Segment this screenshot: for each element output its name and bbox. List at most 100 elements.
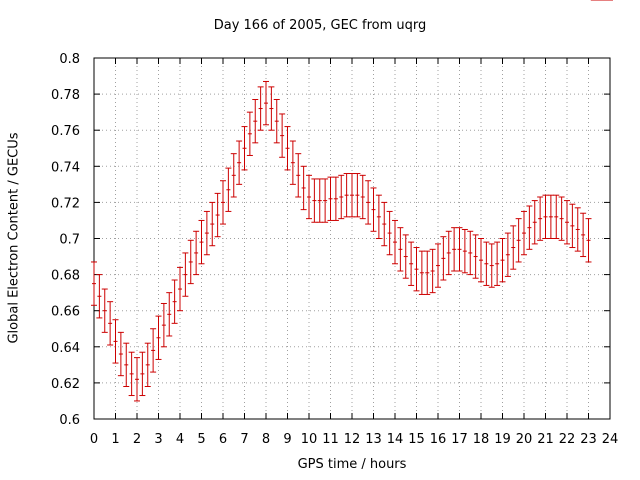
error-bar [171,279,178,324]
error-bar [316,178,323,223]
y-tick-label: 0.64 [51,341,80,356]
error-bar [263,80,269,126]
x-tick-label: 16 [430,432,447,447]
y-tick-label: 0.74 [51,160,80,175]
x-tick-label: 6 [219,432,227,447]
error-bar [112,319,119,364]
y-tick-label: 0.68 [51,269,80,284]
error-bar [295,153,302,198]
error-bar [257,86,264,131]
error-bar [144,342,151,388]
error-bar [91,261,97,306]
x-tick-label: 9 [283,432,291,447]
error-bar [349,173,355,218]
error-bar [456,227,463,272]
y-axis-label: Global Electron Content / GECUs [6,132,22,344]
error-bar [467,230,474,276]
error-bar [499,238,506,283]
y-tick-label: 0.76 [51,124,80,139]
error-bar [418,250,425,295]
x-tick-label: 19 [494,432,511,447]
error-bar [300,165,307,211]
error-bar [445,230,452,276]
x-tick-label: 3 [154,432,162,447]
error-bar [515,218,522,263]
error-bar [381,201,388,247]
error-bar [230,153,237,198]
error-bar [429,248,436,294]
error-bar [268,86,275,131]
error-bar [209,201,216,247]
error-bar [279,113,286,158]
x-tick-label: 8 [262,432,270,447]
error-bar [537,196,544,241]
y-tick-label: 0.66 [51,305,80,320]
x-tick-label: 20 [516,432,533,447]
x-tick-label: 4 [176,432,184,447]
error-bar [435,243,441,288]
error-bar [365,180,372,225]
error-bar [504,232,511,277]
error-bar [392,219,398,265]
error-bar [327,176,334,221]
x-tick-label: 24 [602,432,619,447]
error-bar [547,194,554,239]
x-tick-label: 2 [133,432,141,447]
error-bar [182,252,189,297]
error-bar [402,234,409,279]
error-bar [322,178,329,223]
error-bar [332,176,339,221]
y-tick-label: 0.72 [51,196,80,211]
error-bar [359,174,366,220]
error-bar [375,194,382,239]
error-bar [134,357,140,402]
error-bar [225,167,232,212]
x-tick-label: 18 [473,432,490,447]
error-bar [354,173,361,218]
x-tick-label: 0 [90,432,98,447]
x-tick-label: 13 [365,432,382,447]
y-tick-label: 0.62 [51,377,80,392]
x-axis-label: GPS time / hours [297,457,407,472]
error-bar [494,241,501,286]
error-bar [440,236,447,281]
error-bar [155,315,162,360]
error-bar [386,210,393,256]
data-series [91,0,613,402]
error-bar [252,99,259,144]
x-tick-label: 15 [408,432,425,447]
x-tick-label: 11 [322,432,339,447]
error-bar [488,243,495,288]
error-bar [526,205,533,250]
error-bar [569,203,576,249]
error-bar [289,140,296,185]
error-bar [160,302,167,348]
error-bar [338,174,345,220]
error-bar [139,351,146,397]
x-tick-label: 14 [387,432,404,447]
error-bar [510,225,517,270]
x-tick-label: 10 [301,432,318,447]
x-tick-label: 1 [111,432,119,447]
error-bar [531,200,538,245]
error-bar [424,250,431,295]
chart-title: Day 166 of 2005, GEC from uqrg [213,18,427,33]
error-bar [107,301,114,346]
x-tick-label: 21 [537,432,554,447]
error-bar [150,328,157,373]
error-bar [236,140,243,185]
error-bar [397,227,404,272]
error-bar [166,292,173,337]
error-bar [461,228,468,274]
x-tick-label: 7 [240,432,248,447]
grid-lines [94,58,610,419]
error-bar [306,174,312,220]
error-bar [203,210,210,256]
error-bar [193,230,200,276]
error-bar [246,111,253,156]
error-bar [574,207,581,252]
error-bar [343,173,350,218]
error-bar [117,331,124,377]
y-tick-label: 0.78 [51,88,80,103]
x-tick-label: 17 [451,432,468,447]
